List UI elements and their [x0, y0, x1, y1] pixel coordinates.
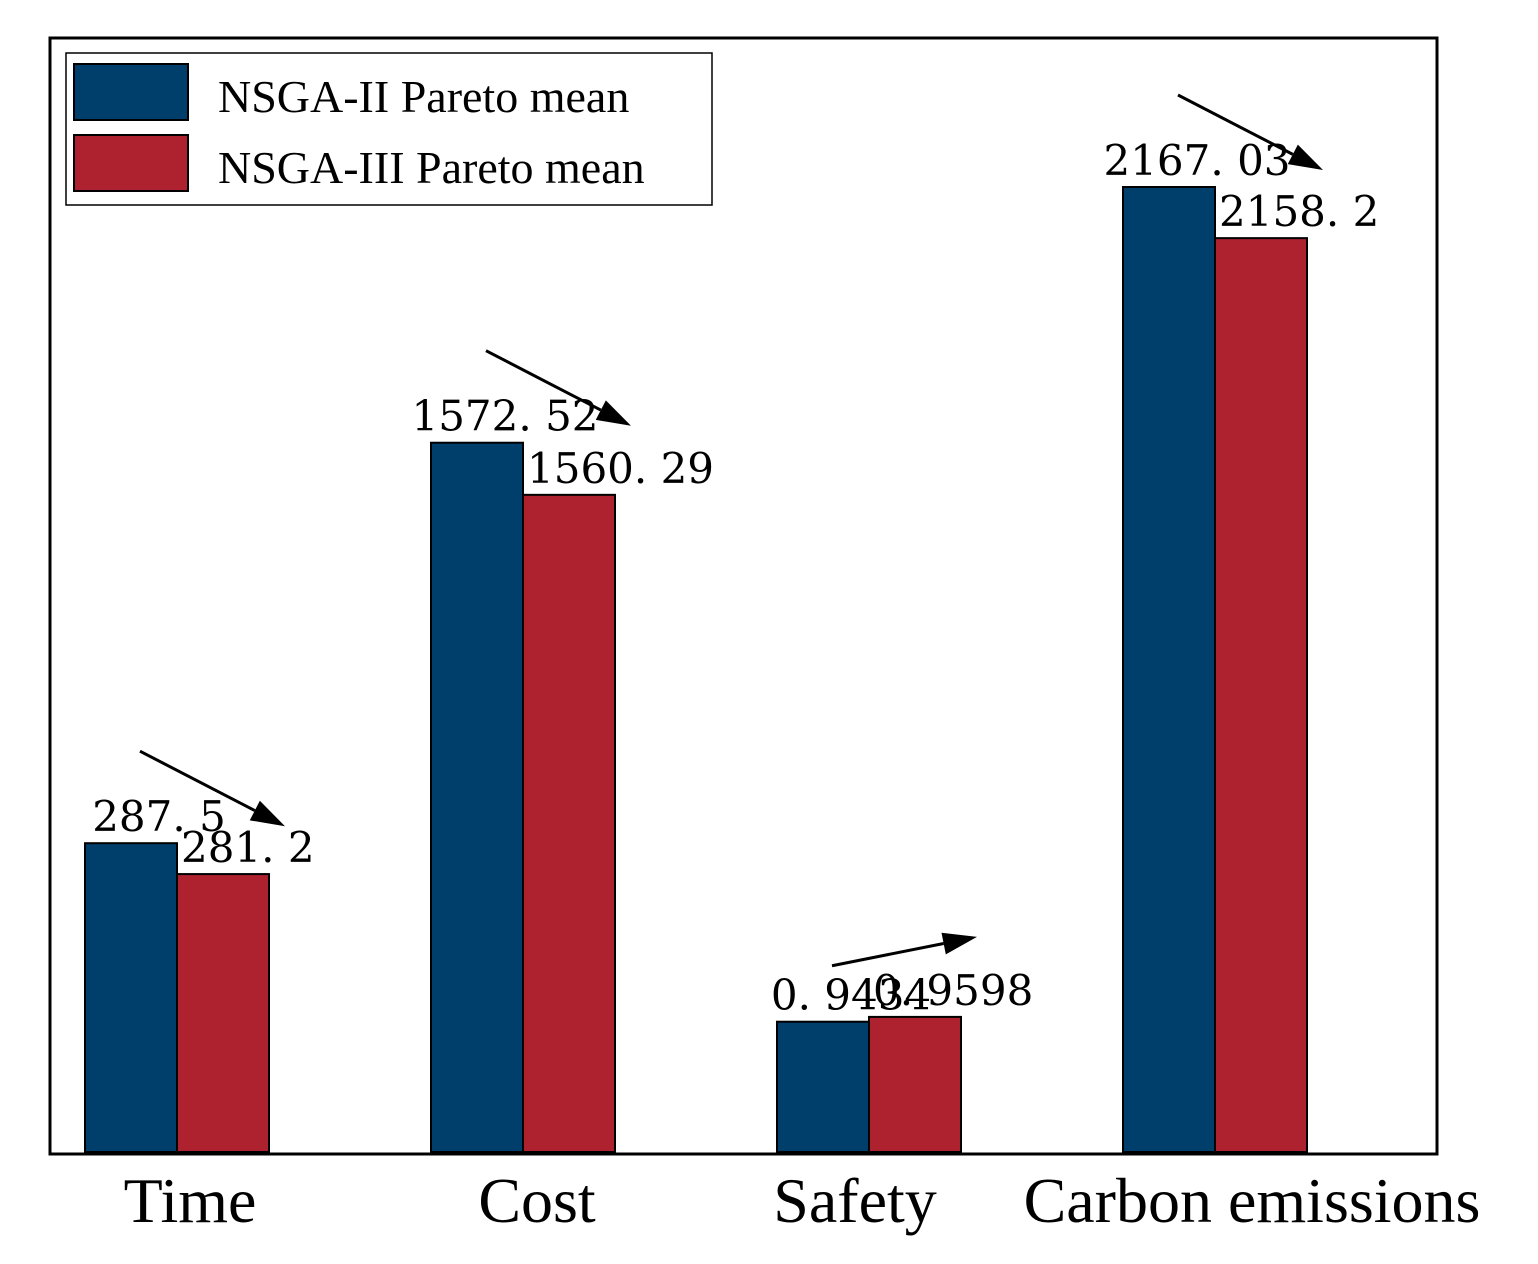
- trend-arrow-carbon-emissions: [1177, 93, 1294, 156]
- bar-cost-nsga3: [522, 493, 616, 1153]
- category-label-safety: Safety: [773, 1165, 937, 1236]
- value-label-safety-nsga2: 0. 9434: [771, 971, 931, 1020]
- trend-arrow-head-carbon-emissions: [1287, 144, 1323, 170]
- trend-arrow-time: [139, 749, 256, 812]
- value-label-carbon-emissions-nsga2: 2167. 03: [1103, 136, 1290, 185]
- value-label-time-nsga2: 287. 5: [92, 792, 226, 841]
- bar-safety-nsga3: [868, 1015, 962, 1154]
- legend-swatch-nsga2: [73, 63, 189, 121]
- category-label-carbon-emissions: Carbon emissions: [1024, 1165, 1481, 1236]
- bar-time-nsga2: [84, 842, 178, 1153]
- trend-arrow-safety: [831, 942, 944, 968]
- value-label-carbon-emissions-nsga3: 2158. 2: [1219, 187, 1379, 236]
- trend-arrows-group: [139, 93, 1323, 968]
- category-label-cost: Cost: [478, 1165, 596, 1236]
- bar-time-nsga3: [176, 873, 270, 1154]
- trend-arrow-head-time: [249, 800, 285, 827]
- legend-label-nsga2: NSGA-II Pareto mean: [218, 71, 629, 122]
- legend-label-nsga3: NSGA-III Pareto mean: [218, 142, 645, 193]
- value-label-safety-nsga3: 0. 9598: [873, 966, 1033, 1015]
- bar-safety-nsga2: [776, 1020, 870, 1153]
- plot-frame: [48, 36, 1439, 1156]
- value-label-cost-nsga2: 1572. 52: [411, 392, 598, 441]
- category-label-time: Time: [124, 1165, 257, 1236]
- category-labels-group: Time Cost Safety Carbon emissions: [124, 1165, 1481, 1236]
- legend: NSGA-II Pareto mean NSGA-III Pareto mean: [65, 52, 713, 206]
- bars-group: [84, 186, 1308, 1154]
- bar-carbon-emissions-nsga3: [1214, 237, 1308, 1153]
- value-label-cost-nsga3: 1560. 29: [527, 444, 714, 493]
- legend-swatch-nsga3: [73, 134, 189, 192]
- trend-arrow-cost: [485, 349, 602, 412]
- trend-arrow-head-safety: [941, 932, 977, 955]
- trend-arrow-head-cost: [595, 400, 631, 426]
- bar-cost-nsga2: [430, 441, 524, 1154]
- value-label-time-nsga3: 281. 2: [181, 823, 315, 872]
- bar-carbon-emissions-nsga2: [1122, 186, 1216, 1153]
